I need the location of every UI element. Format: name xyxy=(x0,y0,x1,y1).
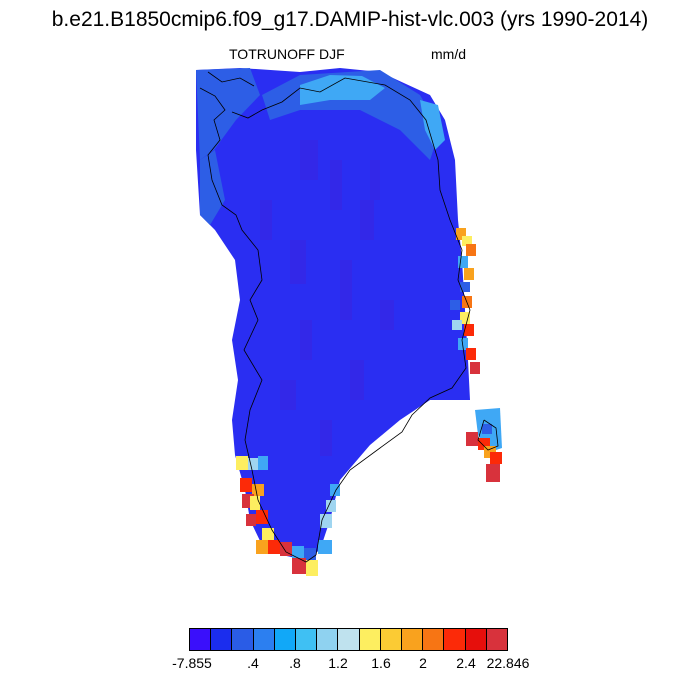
south-coast-cell xyxy=(236,456,248,470)
west-edge-region xyxy=(200,150,225,225)
south-coast-cell xyxy=(326,500,336,512)
colorbar-label: .4 xyxy=(247,655,259,671)
colorbar-swatch xyxy=(444,629,466,650)
colorbar-swatch xyxy=(380,629,403,650)
interior-patch xyxy=(340,260,352,320)
interior-patch xyxy=(320,420,332,456)
interior-patch xyxy=(350,360,364,400)
southeast-cell xyxy=(466,432,478,446)
south-coast-cell xyxy=(258,456,268,470)
interior-patch xyxy=(360,200,374,240)
east-coast-cell xyxy=(462,236,472,246)
colorbar-swatch xyxy=(317,629,339,650)
east-coast-cell xyxy=(460,312,470,324)
coastline-path xyxy=(477,419,499,451)
east-coast-cell xyxy=(464,268,474,280)
colorbar-swatch xyxy=(359,629,381,650)
ice-sheet-region xyxy=(196,68,470,560)
coastline-path xyxy=(207,71,255,87)
interior-patch xyxy=(290,240,306,284)
east-coast-cell xyxy=(466,348,476,360)
southeast-cell xyxy=(486,464,500,482)
coastline-path xyxy=(231,77,471,556)
east-coast-cell xyxy=(464,324,474,336)
south-coast-cell xyxy=(256,540,268,554)
interior-patch xyxy=(330,160,342,210)
colorbar-label: 2 xyxy=(419,655,427,671)
colorbar-label: 22.846 xyxy=(486,655,530,671)
colorbar-label: 2.4 xyxy=(456,655,476,671)
colorbar-label: .8 xyxy=(289,655,301,671)
map-cells xyxy=(196,68,502,576)
colorbar-swatch xyxy=(274,629,297,650)
south-coast-cell xyxy=(262,528,274,540)
east-coast-cell xyxy=(466,244,476,256)
colorbar-swatch xyxy=(296,629,318,650)
east-coast-cell xyxy=(458,256,468,268)
south-coast-cell xyxy=(240,478,252,492)
east-coast-cell xyxy=(450,300,460,310)
colorbar xyxy=(189,628,508,651)
northwest-region xyxy=(196,68,260,160)
east-coast-cell xyxy=(470,362,480,374)
north-coast-cells xyxy=(300,75,385,105)
south-coast-cell xyxy=(318,540,332,554)
southeast-cell xyxy=(482,424,492,434)
colorbar-label: 1.6 xyxy=(371,655,391,671)
south-coast-cell xyxy=(292,558,306,574)
colorbar-swatch xyxy=(211,629,233,650)
plot-title: b.e21.B1850cmip6.f09_g17.DAMIP-hist-vlc.… xyxy=(51,8,649,31)
east-coast-cell xyxy=(458,338,468,350)
east-coast-cell xyxy=(456,228,466,240)
south-coast-cell xyxy=(330,484,340,496)
south-coast-cell xyxy=(250,496,260,510)
east-coast-cell xyxy=(452,320,462,330)
colorbar-label: -7.855 xyxy=(172,655,212,671)
variable-subtitle: TOTRUNOFF DJF xyxy=(229,46,345,62)
south-coast-cell xyxy=(268,540,280,554)
east-coast-cell xyxy=(460,282,470,292)
south-coast-cell xyxy=(256,510,268,524)
colorbar-swatch xyxy=(190,629,212,650)
northeast-coast-cells xyxy=(420,100,445,150)
interior-patch xyxy=(300,320,312,360)
colorbar-swatch xyxy=(232,629,254,650)
coastline-path xyxy=(199,87,317,563)
interior-patch xyxy=(280,380,296,410)
south-coast-cell xyxy=(246,514,256,526)
south-coast-cell xyxy=(280,542,292,556)
coastline xyxy=(199,71,499,563)
colorbar-swatch xyxy=(486,629,508,650)
colorbar-swatch xyxy=(338,629,360,650)
colorbar-swatch xyxy=(465,629,487,650)
interior-patch xyxy=(260,200,272,240)
interior-patch xyxy=(380,300,394,330)
interior-patch xyxy=(300,140,318,180)
colorbar-swatch xyxy=(423,629,445,650)
units-subtitle: mm/d xyxy=(431,46,466,62)
colorbar-swatch xyxy=(402,629,424,650)
southeast-cell xyxy=(490,452,502,464)
south-coast-cell xyxy=(306,560,318,576)
interior-patch xyxy=(370,160,380,200)
colorbar-label: 1.2 xyxy=(328,655,348,671)
colorbar-swatch xyxy=(253,629,275,650)
